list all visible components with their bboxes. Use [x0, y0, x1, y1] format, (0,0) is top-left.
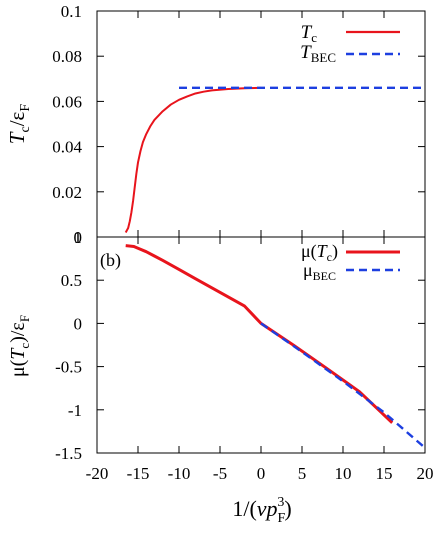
- ytick-label: 0.02: [52, 183, 82, 202]
- ytick-label: -0.5: [55, 358, 82, 377]
- series-line-mu-0: [125, 244, 394, 424]
- ytick-label: 0.06: [52, 92, 82, 111]
- xtick-label: 0: [257, 464, 266, 483]
- xtick-label: 10: [335, 464, 352, 483]
- series-line-mu-1: [260, 322, 426, 449]
- legend-label-tc: Tc: [301, 22, 318, 45]
- panel-mu-ylabel: μ(Tc)/εF: [7, 315, 32, 377]
- legend-label-tbec: TBEC: [300, 42, 336, 65]
- xtick-label: -15: [127, 464, 150, 483]
- xtick-label: 20: [417, 464, 434, 483]
- panel-tc: 0 0.02 0.04 0.06 0.08 0.1 Tc/εF Tc TBEC: [5, 2, 426, 247]
- ytick-label: -1.5: [55, 444, 82, 463]
- ytick-label: 0.5: [61, 271, 82, 290]
- panel-tc-ytick-labels: 0 0.02 0.04 0.06 0.08 0.1: [52, 2, 82, 247]
- ytick-label: 0.1: [61, 2, 82, 21]
- ytick-label: -1: [68, 401, 82, 420]
- legend-label-mu-bec: μBEC: [303, 260, 336, 283]
- panel-tc-ticks: [96, 10, 426, 238]
- xtick-label: -20: [86, 464, 109, 483]
- ytick-label: 0: [74, 314, 83, 333]
- panel-tc-ylabel: Tc/εF: [5, 104, 33, 145]
- ytick-label: 1: [74, 228, 83, 247]
- series-line-tc-0: [124, 86, 262, 233]
- xtick-label: 15: [376, 464, 393, 483]
- panel-mu-series: [125, 244, 426, 449]
- panel-mu-legend: μ(Tc) μBEC: [301, 241, 400, 283]
- panel-tc-legend: Tc TBEC: [300, 22, 400, 65]
- ytick-label: 0.04: [52, 138, 82, 157]
- legend-label-mu-tc: μ(Tc): [301, 241, 338, 264]
- panel-label-b: (b): [100, 250, 121, 271]
- panel-mu: -1.5-1-0.500.51 -20 -15 -10 -5 0 5 10 15 20 (b) …: [7, 228, 434, 526]
- panel-tc-frame: [96, 10, 426, 238]
- xtick-label: -10: [168, 464, 191, 483]
- panel-tc-series: [124, 86, 425, 233]
- ytick-label: 0.08: [52, 47, 82, 66]
- xtick-label: -5: [213, 464, 227, 483]
- panel-mu-ticks: [96, 236, 426, 454]
- panel-mu-xlabel: 1/(vpF3): [232, 495, 291, 526]
- panel-mu-xtick-labels: -20 -15 -10 -5 0 5 10 15 20: [86, 464, 434, 483]
- xtick-label: 5: [298, 464, 307, 483]
- panel-mu-ytick-labels: -1.5 -1 -0.5 0 0.5 1: [55, 228, 82, 463]
- ytick-label: 0: [74, 228, 83, 247]
